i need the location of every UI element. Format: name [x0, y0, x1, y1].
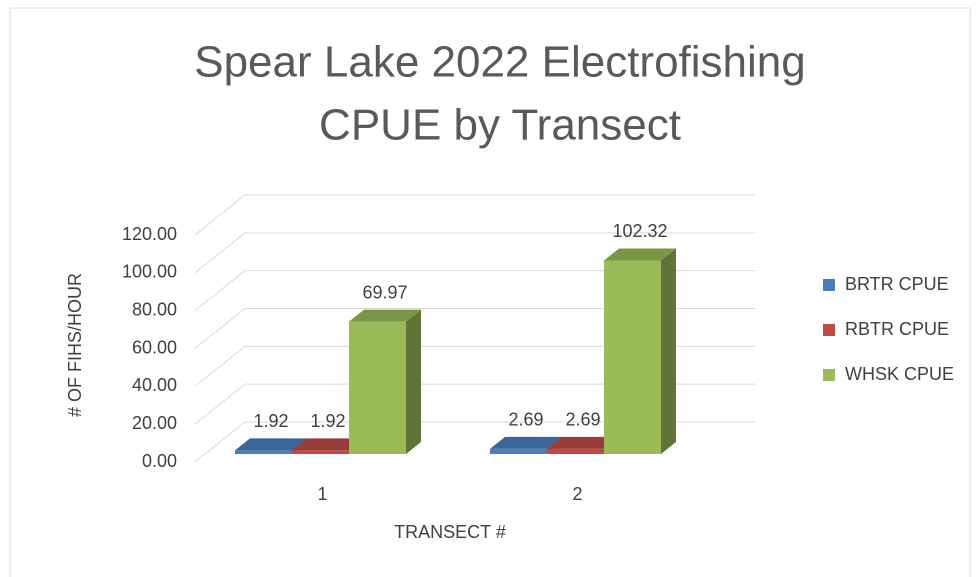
- y-tick-label: 100.00: [122, 262, 177, 282]
- chart-frame: [9, 7, 971, 577]
- data-label: 69.97: [362, 282, 407, 302]
- bar-top: [349, 309, 421, 322]
- x-axis-title: TRANSECT #: [394, 522, 506, 542]
- bar: [349, 321, 406, 454]
- y-tick-label: 40.00: [132, 375, 177, 395]
- grid-line: [194, 383, 755, 425]
- grid-line: [194, 270, 755, 312]
- grid-line: [194, 308, 755, 349]
- legend-swatch: [823, 324, 835, 336]
- grid-line: [194, 421, 755, 463]
- y-tick-label: 120.00: [122, 224, 177, 244]
- chart-title: Spear Lake 2022 Electrofishing: [194, 38, 806, 87]
- y-axis-title: # OF FIHS/HOUR: [65, 273, 85, 417]
- legend-label: WHSK CPUE: [845, 364, 954, 384]
- grid-line: [194, 345, 755, 387]
- x-tick-label: 1: [317, 484, 327, 504]
- data-label: 2.69: [565, 410, 600, 430]
- legend-label: RBTR CPUE: [845, 319, 949, 339]
- bar: [547, 448, 604, 454]
- legend-label: BRTR CPUE: [845, 274, 949, 294]
- bar-top: [490, 436, 562, 449]
- y-tick-label: 20.00: [132, 413, 177, 433]
- chart-title: CPUE by Transect: [319, 101, 681, 150]
- y-tick-label: 60.00: [132, 337, 177, 357]
- bar-side: [661, 248, 676, 454]
- bar: [292, 450, 349, 454]
- data-label: 2.69: [508, 410, 543, 430]
- y-tick-label: 0.00: [142, 451, 177, 471]
- data-label: 1.92: [253, 411, 288, 431]
- bar-top: [547, 436, 619, 449]
- bar-side: [406, 309, 421, 454]
- grid-line: [194, 232, 755, 274]
- bar-top: [604, 248, 676, 261]
- bar-top: [292, 438, 364, 451]
- legend-swatch: [823, 279, 835, 291]
- bar: [235, 450, 292, 454]
- x-tick-label: 2: [572, 484, 582, 504]
- bar-top: [235, 438, 307, 451]
- bar: [604, 260, 661, 454]
- legend-swatch: [823, 369, 835, 381]
- data-label: 1.92: [310, 411, 345, 431]
- grid-line: [194, 194, 755, 236]
- bar: [490, 448, 547, 454]
- data-label: 102.32: [612, 221, 667, 241]
- y-tick-label: 80.00: [132, 299, 177, 319]
